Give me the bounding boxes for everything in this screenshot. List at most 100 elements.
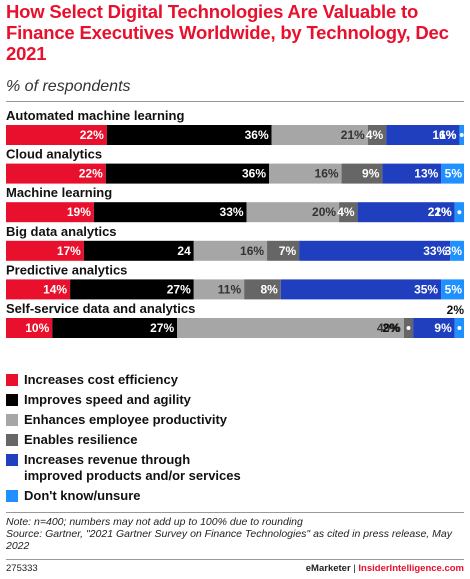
bar-segment xyxy=(83,240,194,261)
bar-segment xyxy=(6,318,53,338)
bar-value-label: 24 xyxy=(177,244,191,258)
bar-value-label: 5% xyxy=(445,167,463,181)
footer-divider xyxy=(6,559,464,560)
legend-label: Improves speed and agility xyxy=(24,392,191,407)
legend-label: Enhances employee productivity xyxy=(24,412,228,427)
bar-value-label: 21% xyxy=(341,128,365,142)
source-text: Source: Gartner, "2021 Gartner Survey on… xyxy=(6,528,452,552)
bar-segment xyxy=(450,240,464,261)
bar-segment xyxy=(177,318,404,338)
bar-value-label: 10% xyxy=(25,321,49,335)
legend-item-employee-productivity: Enhances employee productivity xyxy=(6,412,344,432)
bar-value-label: 14% xyxy=(43,282,67,296)
bar-segment-marker xyxy=(406,326,411,330)
bar-segment xyxy=(6,279,71,300)
legend-swatch xyxy=(6,374,18,386)
bar-segment xyxy=(93,202,247,223)
bar-value-label: 27% xyxy=(167,282,191,296)
notes-divider xyxy=(6,512,464,513)
bar-segment xyxy=(6,163,106,184)
bar-segment xyxy=(52,318,178,338)
bar-segment xyxy=(246,202,340,223)
bar-segment xyxy=(367,125,387,145)
category-label: Self-service data and analytics xyxy=(6,301,195,316)
brand-insider-intelligence: InsiderIntelligence.com xyxy=(358,563,464,574)
bar-segment xyxy=(267,240,300,261)
chart-title: How Select Digital Technologies Are Valu… xyxy=(6,1,449,64)
bar-segment xyxy=(382,163,442,184)
bar-segment xyxy=(441,279,464,300)
bar-value-label: 33% xyxy=(423,244,447,258)
bar-value-label: 1% xyxy=(439,128,457,142)
bar-value-label: 11% xyxy=(218,282,242,296)
category-label: Machine learning xyxy=(6,185,112,200)
chart-id: 275333 xyxy=(6,563,38,574)
bar-value-label: 33% xyxy=(220,205,244,219)
note-text: Note: n=400; numbers may not add up to 1… xyxy=(6,516,303,528)
legend-item-dont-know: Don't know/unsure xyxy=(6,488,344,508)
bar-value-label: 2% xyxy=(447,303,465,317)
bar-value-label: 36% xyxy=(242,167,266,181)
bar-segment xyxy=(299,240,451,261)
bar-segment xyxy=(280,279,442,300)
legend-swatch xyxy=(6,490,18,502)
bar-value-label: 19% xyxy=(67,205,91,219)
bar-value-label: 22% xyxy=(80,128,104,142)
bar-segment xyxy=(441,163,464,184)
bar-value-label: 22% xyxy=(79,167,103,181)
brand-emarketer: eMarketer xyxy=(305,563,351,574)
legend-item-speed-agility: Improves speed and agility xyxy=(6,392,344,412)
bar-segment xyxy=(105,163,270,184)
category-label: Big data analytics xyxy=(6,224,117,239)
bar-value-label: 4% xyxy=(337,205,355,219)
bar-value-label: 4% xyxy=(366,128,384,142)
bar-segment-marker xyxy=(457,210,462,215)
bar-segment xyxy=(6,240,84,261)
brand-separator: | xyxy=(353,563,356,574)
bar-value-label: 5% xyxy=(445,282,463,296)
bar-segment xyxy=(357,202,455,223)
category-label: Automated machine learning xyxy=(6,108,184,123)
legend-swatch xyxy=(6,454,18,466)
bar-segment xyxy=(193,240,268,261)
bar-segment xyxy=(6,125,107,145)
chart-subtitle: % of respondents xyxy=(6,78,131,95)
bar-segment xyxy=(339,202,358,223)
bar-value-label: 3% xyxy=(445,244,463,258)
legend-item-cost-efficiency: Increases cost efficiency xyxy=(6,372,344,392)
bar-value-label: 8% xyxy=(260,282,278,296)
bar-value-label: 49% xyxy=(377,321,401,335)
bar-segment xyxy=(6,202,94,223)
bar-value-label: 9% xyxy=(362,167,380,181)
bar-segment xyxy=(106,125,272,145)
bar-segment-marker xyxy=(457,326,462,330)
bar-value-label: 20% xyxy=(312,205,336,219)
legend-label: Don't know/unsure xyxy=(24,488,141,503)
bar-segment xyxy=(193,279,245,300)
bar-value-label: 35% xyxy=(414,282,438,296)
legend-item-revenue: Increases revenue through improved produ… xyxy=(6,452,344,488)
legend-swatch xyxy=(6,394,18,406)
footer-brand: eMarketer | InsiderIntelligence.com xyxy=(306,563,464,574)
bar-value-label: 27% xyxy=(150,321,174,335)
bar-segment-marker xyxy=(459,133,464,137)
bar-value-label: 16% xyxy=(240,244,264,258)
legend-label: Increases cost efficiency xyxy=(24,372,178,387)
chart-notes: Note: n=400; numbers may not add up to 1… xyxy=(6,516,466,552)
bar-value-label: 2% xyxy=(383,321,401,335)
bar-value-label: 16% xyxy=(315,167,339,181)
bar-segment xyxy=(244,279,281,300)
bar-segment xyxy=(386,125,460,145)
bar-segment xyxy=(341,163,383,184)
bar-value-label: 2% xyxy=(434,205,452,219)
chart-legend: Increases cost efficiency Improves speed… xyxy=(6,372,344,508)
bar-value-label: 7% xyxy=(279,244,297,258)
bar-value-label: 16% xyxy=(432,128,456,142)
bar-segment xyxy=(269,163,342,184)
bar-segment xyxy=(271,125,368,145)
bar-value-label: 9% xyxy=(434,321,452,335)
legend-label: Enables resilience xyxy=(24,432,138,447)
category-label: Cloud analytics xyxy=(6,147,102,162)
